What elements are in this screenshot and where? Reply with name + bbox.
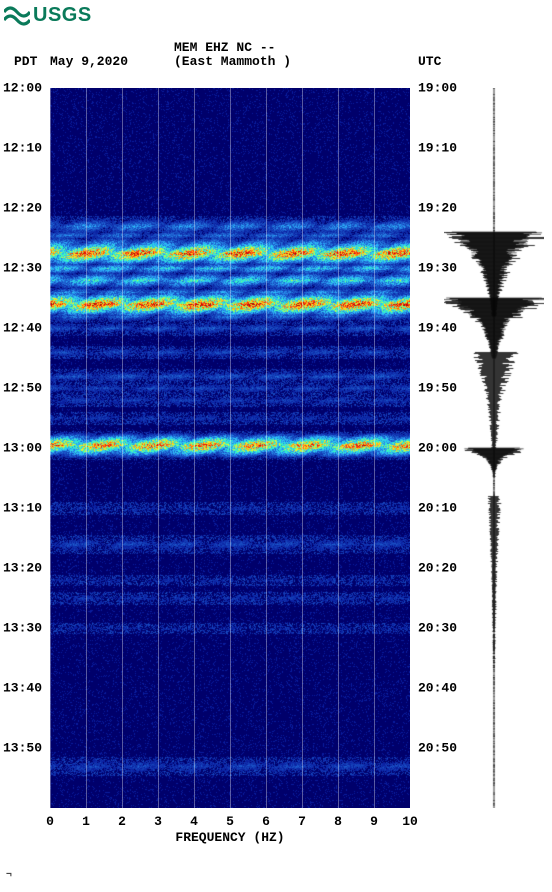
x-tick: 0 (46, 814, 54, 829)
grid-line (230, 88, 231, 808)
x-axis-label: FREQUENCY (HZ) (50, 830, 410, 845)
x-tick: 2 (118, 814, 126, 829)
x-tick: 5 (226, 814, 234, 829)
seismogram-canvas (444, 88, 544, 808)
y-tick-left: 12:10 (3, 141, 42, 156)
grid-line (122, 88, 123, 808)
grid-line (158, 88, 159, 808)
usgs-logo-text: USGS (33, 4, 92, 27)
y-tick-left: 12:20 (3, 201, 42, 216)
y-tick-left: 13:00 (3, 441, 42, 456)
grid-line (50, 88, 51, 808)
x-tick: 7 (298, 814, 306, 829)
corner-mark: ¬ (6, 870, 12, 881)
y-tick-left: 13:50 (3, 741, 42, 756)
x-tick: 3 (154, 814, 162, 829)
grid-line (410, 88, 411, 808)
x-tick: 8 (334, 814, 342, 829)
y-tick-left: 13:40 (3, 681, 42, 696)
grid-line (194, 88, 195, 808)
tz-right-label: UTC (418, 54, 441, 69)
site-label: (East Mammoth ) (174, 54, 291, 69)
x-tick: 6 (262, 814, 270, 829)
y-tick-left: 12:00 (3, 81, 42, 96)
date-label: May 9,2020 (50, 54, 128, 69)
header: PDT May 9,2020 MEM EHZ NC -- (East Mammo… (0, 38, 552, 74)
usgs-wave-icon (4, 5, 30, 27)
y-tick-left: 13:20 (3, 561, 42, 576)
channel-label: MEM EHZ NC -- (174, 40, 275, 55)
spectrogram-plot: FREQUENCY (HZ) 12:0012:1012:2012:3012:40… (50, 88, 410, 808)
y-tick-left: 12:30 (3, 261, 42, 276)
grid-line (86, 88, 87, 808)
grid-line (338, 88, 339, 808)
tz-left-label: PDT (14, 54, 37, 69)
grid-line (302, 88, 303, 808)
y-tick-left: 12:40 (3, 321, 42, 336)
y-tick-left: 13:10 (3, 501, 42, 516)
y-tick-left: 13:30 (3, 621, 42, 636)
usgs-logo: USGS (4, 4, 92, 27)
x-tick: 9 (370, 814, 378, 829)
grid-line (266, 88, 267, 808)
x-tick: 4 (190, 814, 198, 829)
y-tick-left: 12:50 (3, 381, 42, 396)
x-tick: 10 (402, 814, 418, 829)
x-tick: 1 (82, 814, 90, 829)
grid-line (374, 88, 375, 808)
